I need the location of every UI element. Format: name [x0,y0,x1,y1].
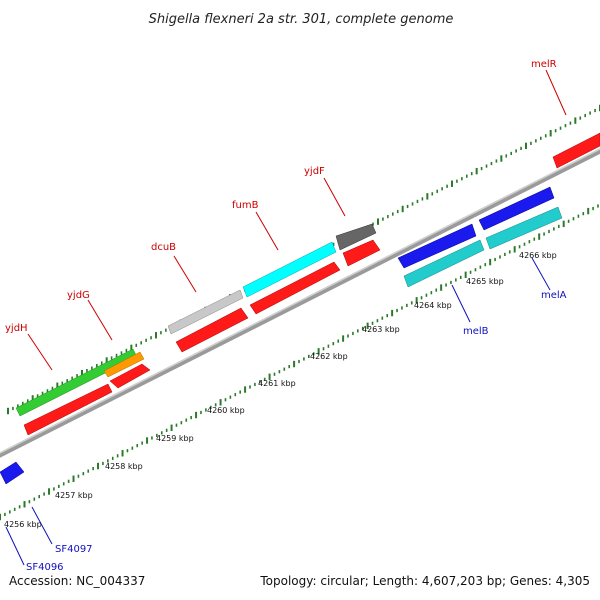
gene-label-yjdF: yjdF [304,166,325,177]
gene-label-yjdG: yjdG [67,290,90,301]
gene-label-SF4097: SF4097 [55,544,93,555]
genome-summary: Topology: circular; Length: 4,607,203 bp… [259,574,590,588]
gene-bar-cyan[interactable] [242,241,337,298]
tick-label-4263: 4263 kbp [362,325,400,334]
tick-label-4258: 4258 kbp [105,462,143,471]
gene-bar-blue-left[interactable] [0,461,25,485]
gene-bar-red-3[interactable] [175,307,249,353]
gene-label-melA: melA [541,290,567,301]
gene-bar-blue-1[interactable] [397,223,477,269]
scale-tick-labels: 4256 kbp 4257 kbp 4258 kbp 4259 kbp 4260… [4,251,557,529]
gene-label-melB: melB [463,326,489,337]
top-strand-features [15,132,600,436]
gene-bar-red-4[interactable] [249,261,341,315]
gene-bar-yjdG-orange[interactable] [103,351,145,378]
tick-label-4260: 4260 kbp [207,406,245,415]
tick-label-4262: 4262 kbp [310,352,348,361]
tick-label-4264: 4264 kbp [414,301,452,310]
tick-label-4261: 4261 kbp [258,379,296,388]
genome-backbone [0,148,600,458]
gene-label-melR: melR [531,59,557,70]
label-leaders [5,69,567,566]
bottom-strand-features [0,186,563,485]
gene-label-SF4096: SF4096 [26,562,64,573]
gene-bar-blue-2[interactable] [478,186,555,231]
gene-bar-red-1[interactable] [23,383,113,436]
tick-label-4256: 4256 kbp [4,520,42,529]
gene-bar-red-melR[interactable] [552,132,600,169]
gene-label-yjdH: yjdH [5,323,28,334]
gene-bar-red-5[interactable] [342,239,381,267]
bottom-dotted-track [0,204,599,521]
gene-bar-darkgray[interactable] [335,223,377,251]
gene-bar-silver[interactable] [167,289,244,335]
tick-label-4266: 4266 kbp [519,251,557,260]
gene-bar-red-2[interactable] [109,363,151,389]
tick-label-4257: 4257 kbp [55,491,93,500]
tick-label-4259: 4259 kbp [156,434,194,443]
map-title: Shigella flexneri 2a str. 301, complete … [149,12,454,27]
gene-label-dcuB: dcuB [151,242,176,253]
gene-bar-teal-1[interactable] [403,239,485,288]
gene-label-fumB: fumB [232,200,259,211]
accession-label: Accession: NC_004337 [9,574,145,588]
tick-label-4265: 4265 kbp [466,277,504,286]
gene-bar-teal-2[interactable] [485,206,563,250]
